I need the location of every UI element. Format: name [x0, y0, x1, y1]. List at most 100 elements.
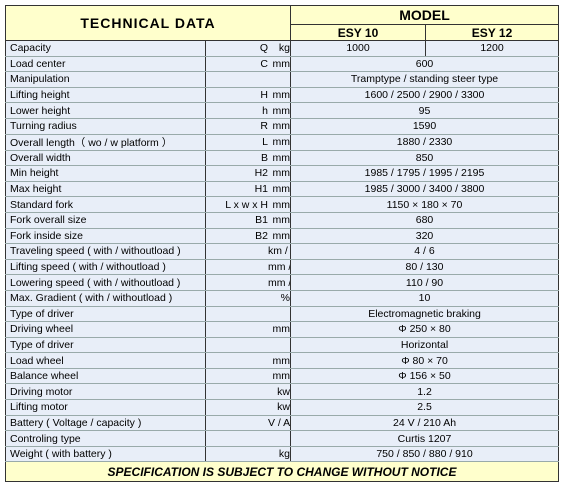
- spec-unit-cell: %: [205, 289, 292, 307]
- spec-unit-cell: km / h: [205, 243, 292, 260]
- spec-unit: kw: [277, 385, 290, 398]
- spec-unit: mm: [272, 167, 290, 180]
- spec-unit-cell: kw: [205, 399, 292, 416]
- footer-note: SPECIFICATION IS SUBJECT TO CHANGE WITHO…: [4, 461, 560, 483]
- spec-unit: mm: [272, 120, 290, 133]
- spec-label: Lower height: [5, 102, 206, 119]
- spec-unit: km / h: [268, 245, 290, 258]
- spec-symbol: Q: [259, 42, 268, 55]
- model-row: ESY 10 ESY 12: [6, 24, 560, 41]
- spec-value: 1880 / 2330: [290, 133, 560, 151]
- spec-value: 1150 × 180 × 70: [290, 196, 560, 213]
- spec-value: 1590: [290, 117, 560, 135]
- spec-row: Max. Gradient ( with / withoutload )% 10: [5, 289, 560, 307]
- spec-unit: mm: [272, 57, 290, 70]
- spec-unit: mm: [272, 229, 290, 242]
- spec-label: Load wheel: [5, 352, 206, 369]
- spec-unit: mm: [272, 323, 290, 336]
- spec-symbol: h: [262, 104, 268, 117]
- spec-unit: mm: [272, 354, 290, 367]
- spec-value: Tramptype / standing steer type: [290, 71, 560, 88]
- spec-sheet: TECHNICAL DATA MODEL ESY 10 ESY 12 Capac…: [4, 5, 560, 483]
- spec-value: 24 V / 210 Ah: [290, 414, 560, 432]
- spec-row: Fork overall size B1 mm 680: [5, 211, 560, 229]
- spec-value: 1000: [290, 40, 427, 57]
- spec-value: 110 / 90: [290, 274, 560, 291]
- model-name: ESY 10: [290, 24, 427, 41]
- spec-unit: mm / s: [268, 261, 290, 274]
- spec-unit: mm: [272, 89, 290, 102]
- spec-symbol: R: [260, 120, 268, 133]
- spec-label: Max. Gradient ( with / withoutload ): [5, 289, 206, 307]
- spec-value: 680: [290, 211, 560, 229]
- model-name: ESY 12: [425, 24, 560, 41]
- spec-unit: %: [280, 292, 290, 305]
- spec-unit-cell: h mm: [205, 102, 292, 119]
- spec-unit: mm: [272, 151, 290, 164]
- spec-unit-cell: mm: [205, 367, 292, 385]
- spec-unit-cell: mm / s: [205, 274, 292, 291]
- table-body: TECHNICAL DATA MODEL ESY 10 ESY 12 Capac…: [4, 5, 560, 483]
- spec-unit-cell: [205, 305, 292, 323]
- spec-value: Φ 80 × 70: [290, 352, 560, 369]
- spec-label: Lifting height: [5, 86, 206, 104]
- spec-unit-cell: B1 mm: [205, 211, 292, 229]
- table-title: TECHNICAL DATA: [4, 5, 292, 41]
- spec-symbol: H1: [254, 183, 268, 196]
- spec-row: Manipulation Tramptype / standing steer t…: [5, 71, 560, 88]
- spec-row: Load wheel mm Φ 80 × 70: [5, 352, 560, 369]
- spec-symbol: L x w x H: [225, 198, 268, 211]
- spec-label: Controling type: [5, 430, 206, 447]
- spec-row: Battery ( Voltage / capacity ) V / Ah24 V…: [5, 414, 560, 432]
- spec-row: Fork inside size B2 mm 320: [5, 227, 560, 245]
- spec-label: Driving motor: [5, 383, 206, 401]
- spec-label: Fork overall size: [5, 211, 206, 229]
- spec-label: Battery ( Voltage / capacity ): [5, 414, 206, 432]
- spec-unit-cell: H1 mm: [205, 180, 292, 198]
- spec-label: Fork inside size: [5, 227, 206, 245]
- spec-row: Lower height h mm 95: [5, 102, 560, 119]
- spec-unit-cell: kg: [205, 445, 292, 463]
- spec-row: Controling type Curtis 1207: [5, 430, 560, 447]
- spec-row: Balance wheel mm Φ 156 × 50: [5, 367, 560, 385]
- spec-label: Driving wheel: [5, 321, 206, 338]
- spec-value: 750 / 850 / 880 / 910: [290, 445, 560, 463]
- spec-symbol: H2: [254, 167, 268, 180]
- spec-row: Driving wheel mm Φ 250 × 80: [5, 321, 560, 338]
- spec-value: 1985 / 3000 / 3400 / 3800: [290, 180, 560, 198]
- spec-row: Weight ( with battery ) kg 750 / 850 / 880…: [5, 445, 560, 463]
- spec-value: 2.5: [290, 399, 560, 416]
- spec-label: Overall length（ wo / w platform ）: [5, 133, 206, 151]
- spec-value: Φ 250 × 80: [290, 321, 560, 338]
- spec-unit: mm: [272, 183, 290, 196]
- spec-label: Max height: [5, 180, 206, 198]
- spec-unit: kg: [278, 42, 290, 55]
- spec-label: Standard fork: [5, 196, 206, 213]
- spec-unit-cell: [205, 71, 292, 88]
- spec-label: Traveling speed ( with / withoutload ): [5, 243, 206, 260]
- footer-row: SPECIFICATION IS SUBJECT TO CHANGE WITHO…: [4, 461, 560, 483]
- spec-value: 600: [290, 55, 560, 73]
- spec-unit: mm: [272, 370, 290, 383]
- spec-value: 320: [290, 227, 560, 245]
- spec-value: 95: [290, 102, 560, 119]
- spec-row: Lifting motor kw 2.5: [5, 399, 560, 416]
- spec-row: Traveling speed ( with / withoutload ) km…: [5, 243, 560, 260]
- spec-unit: mm: [272, 198, 290, 211]
- spec-value: 1985 / 1795 / 1995 / 2195: [290, 165, 560, 182]
- spec-unit: mm: [272, 214, 290, 227]
- spec-symbol: B: [260, 151, 268, 164]
- spec-unit-cell: [205, 336, 292, 354]
- spec-unit-cell: mm: [205, 352, 292, 369]
- spec-value: Electromagnetic braking: [290, 305, 560, 323]
- spec-symbol: L: [262, 136, 268, 149]
- spec-value: Horizontal: [290, 336, 560, 354]
- spec-value: 850: [290, 149, 560, 167]
- header-row: TECHNICAL DATA MODEL: [4, 5, 560, 41]
